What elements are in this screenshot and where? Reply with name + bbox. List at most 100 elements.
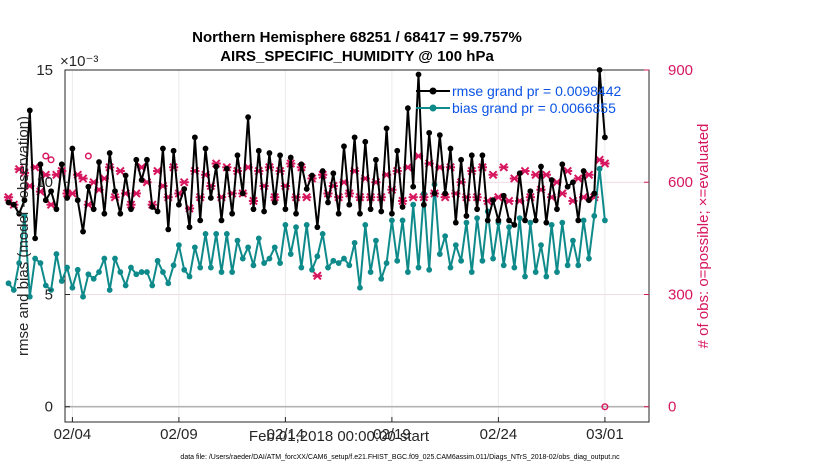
obs-evaluated-point — [520, 166, 530, 176]
obs-evaluated-point — [67, 189, 77, 198]
y2-tick-label: 900 — [668, 62, 693, 79]
rmse-point — [516, 170, 523, 177]
obs-possible-point — [84, 152, 92, 160]
obs-evaluated-point — [3, 192, 14, 202]
bias-point — [463, 219, 470, 226]
grid — [65, 69, 649, 422]
rmse-point — [394, 147, 401, 154]
rmse-point — [5, 199, 12, 206]
bias-point — [452, 242, 459, 249]
obs-evaluated-point — [509, 174, 519, 183]
bias-point — [80, 293, 86, 300]
bias-point — [410, 201, 417, 208]
rmse-point — [277, 152, 283, 159]
rmse-point — [506, 217, 512, 224]
obs-evaluated-point — [179, 177, 189, 187]
rmse-point — [511, 221, 518, 228]
legend-bias-label: bias grand pr = 0.0066855 — [452, 100, 616, 116]
bias-point — [5, 280, 12, 287]
obs-evaluated-point — [499, 162, 509, 172]
y-tick-label: 10 — [36, 174, 53, 191]
rmse-point — [245, 114, 252, 121]
bias-point — [548, 221, 555, 228]
rmse-point — [42, 197, 49, 204]
obs-evaluated-point — [531, 170, 541, 180]
rmse-point — [602, 134, 608, 141]
bias-point — [500, 262, 507, 269]
rmse-point — [229, 210, 236, 217]
rmse-point — [271, 199, 278, 206]
legend-bias-marker — [429, 104, 437, 112]
rmse-point — [362, 138, 369, 145]
rmse-point — [21, 197, 28, 204]
bias-point — [144, 269, 150, 275]
bias-point — [37, 260, 44, 266]
rmse-point — [389, 210, 395, 217]
bias-point — [394, 257, 401, 264]
bias-point — [101, 255, 108, 262]
rmse-point — [218, 217, 225, 224]
rmse-point — [309, 172, 315, 179]
bias-point — [261, 260, 267, 266]
bias-point — [330, 257, 337, 264]
bias-point — [48, 287, 54, 293]
bias-point — [282, 221, 289, 228]
obs-evaluated-point — [584, 170, 594, 180]
bias-point — [277, 260, 283, 266]
bias-point — [207, 264, 214, 271]
rmse-point — [575, 217, 582, 224]
bias-point — [602, 217, 608, 224]
rmse-point — [26, 107, 33, 114]
rmse-point — [373, 156, 379, 163]
rmse-point — [319, 168, 326, 174]
bias-point — [383, 260, 390, 266]
bias-point — [154, 257, 161, 264]
bias-point — [223, 230, 230, 237]
rmse-point — [357, 210, 363, 217]
rmse-point — [96, 159, 102, 165]
bias-point — [468, 269, 475, 275]
rmse-point — [532, 217, 539, 224]
bias-point — [176, 242, 182, 249]
bias-point — [191, 244, 198, 251]
rmse-point — [490, 197, 496, 204]
bias-point — [575, 262, 582, 269]
y-exponent-label: ×10⁻³ — [60, 53, 98, 70]
rmse-point — [149, 204, 156, 210]
bias-point — [234, 237, 241, 244]
rmse-point — [325, 199, 331, 206]
rmse-point — [548, 177, 555, 183]
y-axis-right: 0 300 600 900 — [644, 62, 693, 416]
rmse-point — [213, 163, 220, 170]
rmse-point — [170, 147, 177, 154]
obs-evaluated-point — [392, 166, 402, 176]
bias-point — [53, 251, 60, 257]
rmse-point — [570, 179, 576, 186]
x-tick-label: 02/24 — [480, 426, 518, 443]
rmse-point — [442, 190, 449, 197]
obs-evaluated-point — [78, 174, 88, 183]
rmse-point — [133, 156, 140, 163]
x-axis-label: Feb.01,2018 00:00:00 start — [249, 428, 430, 445]
bias-point — [16, 260, 23, 266]
bias-point — [165, 280, 172, 287]
bias-point — [58, 278, 65, 284]
rmse-point — [69, 145, 76, 152]
bias-point — [186, 273, 193, 280]
rmse-point — [165, 226, 172, 233]
bias-point — [596, 165, 603, 172]
obs-evaluated-point — [115, 166, 125, 176]
bias-point — [559, 219, 566, 226]
legend-rmse-marker — [429, 87, 437, 95]
rmse-point — [383, 125, 390, 132]
rmse-point — [367, 206, 374, 213]
rmse-point — [223, 165, 230, 172]
x-tick-label: 02/14 — [267, 426, 305, 443]
rmse-point — [458, 156, 465, 163]
rmse-point — [351, 134, 358, 141]
bias-point — [287, 251, 294, 257]
bias-point — [314, 253, 321, 260]
bias-point — [160, 269, 166, 275]
bias-point — [341, 255, 347, 262]
